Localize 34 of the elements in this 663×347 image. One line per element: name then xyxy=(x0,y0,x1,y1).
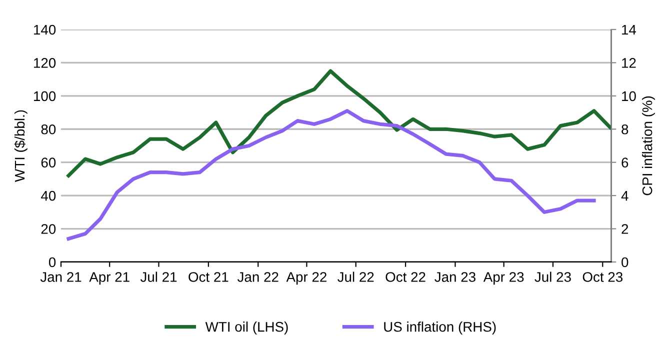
y-tick-label: 100 xyxy=(34,91,56,102)
y-tick-label: 60 xyxy=(41,158,56,168)
x-tick-label: Oct 21 xyxy=(188,272,228,282)
x-tick-label: Jul 22 xyxy=(338,272,374,282)
y2-tick-label: 2 xyxy=(622,224,628,234)
x-tick-label: Apr 23 xyxy=(483,272,524,285)
y2-tick-label: 6 xyxy=(622,158,628,168)
legend-label: WTI oil (LHS) xyxy=(205,322,288,334)
y2-tick-label: 10 xyxy=(622,91,636,102)
legend-label: US inflation (RHS) xyxy=(384,322,496,334)
y2-tick-label: 14 xyxy=(622,24,636,35)
x-tick-label: Apr 21 xyxy=(89,272,130,285)
y2-tick-label: 4 xyxy=(621,191,628,201)
y2-tick-label: 12 xyxy=(622,58,636,68)
x-tick-label: Jan 23 xyxy=(434,272,476,282)
y2-tick-label: 0 xyxy=(622,257,628,268)
y-tick-label: 0 xyxy=(48,257,56,268)
y-axis-title: WTI ($/bbl.) xyxy=(14,110,28,182)
y-tick-label: 80 xyxy=(41,124,56,134)
line-series xyxy=(66,109,596,241)
x-tick-label: Jul 21 xyxy=(140,272,177,282)
x-tick-label: Oct 23 xyxy=(582,272,622,282)
y-tick-label: 20 xyxy=(41,224,56,234)
x-tick-label: Jan 22 xyxy=(237,272,278,282)
y2-axis-title: CPI inflation (%) xyxy=(642,96,655,196)
y2-tick-label: 8 xyxy=(622,124,628,134)
x-tick-label: Jul 23 xyxy=(534,272,571,282)
y-tick-label: 40 xyxy=(41,190,56,201)
x-tick-label: Oct 22 xyxy=(386,272,426,282)
y-tick-label: 140 xyxy=(34,24,56,35)
x-tick-label: Apr 22 xyxy=(286,272,326,285)
line-series xyxy=(66,69,612,178)
y-tick-label: 120 xyxy=(34,58,56,68)
x-tick-label: Jan 21 xyxy=(40,272,82,282)
